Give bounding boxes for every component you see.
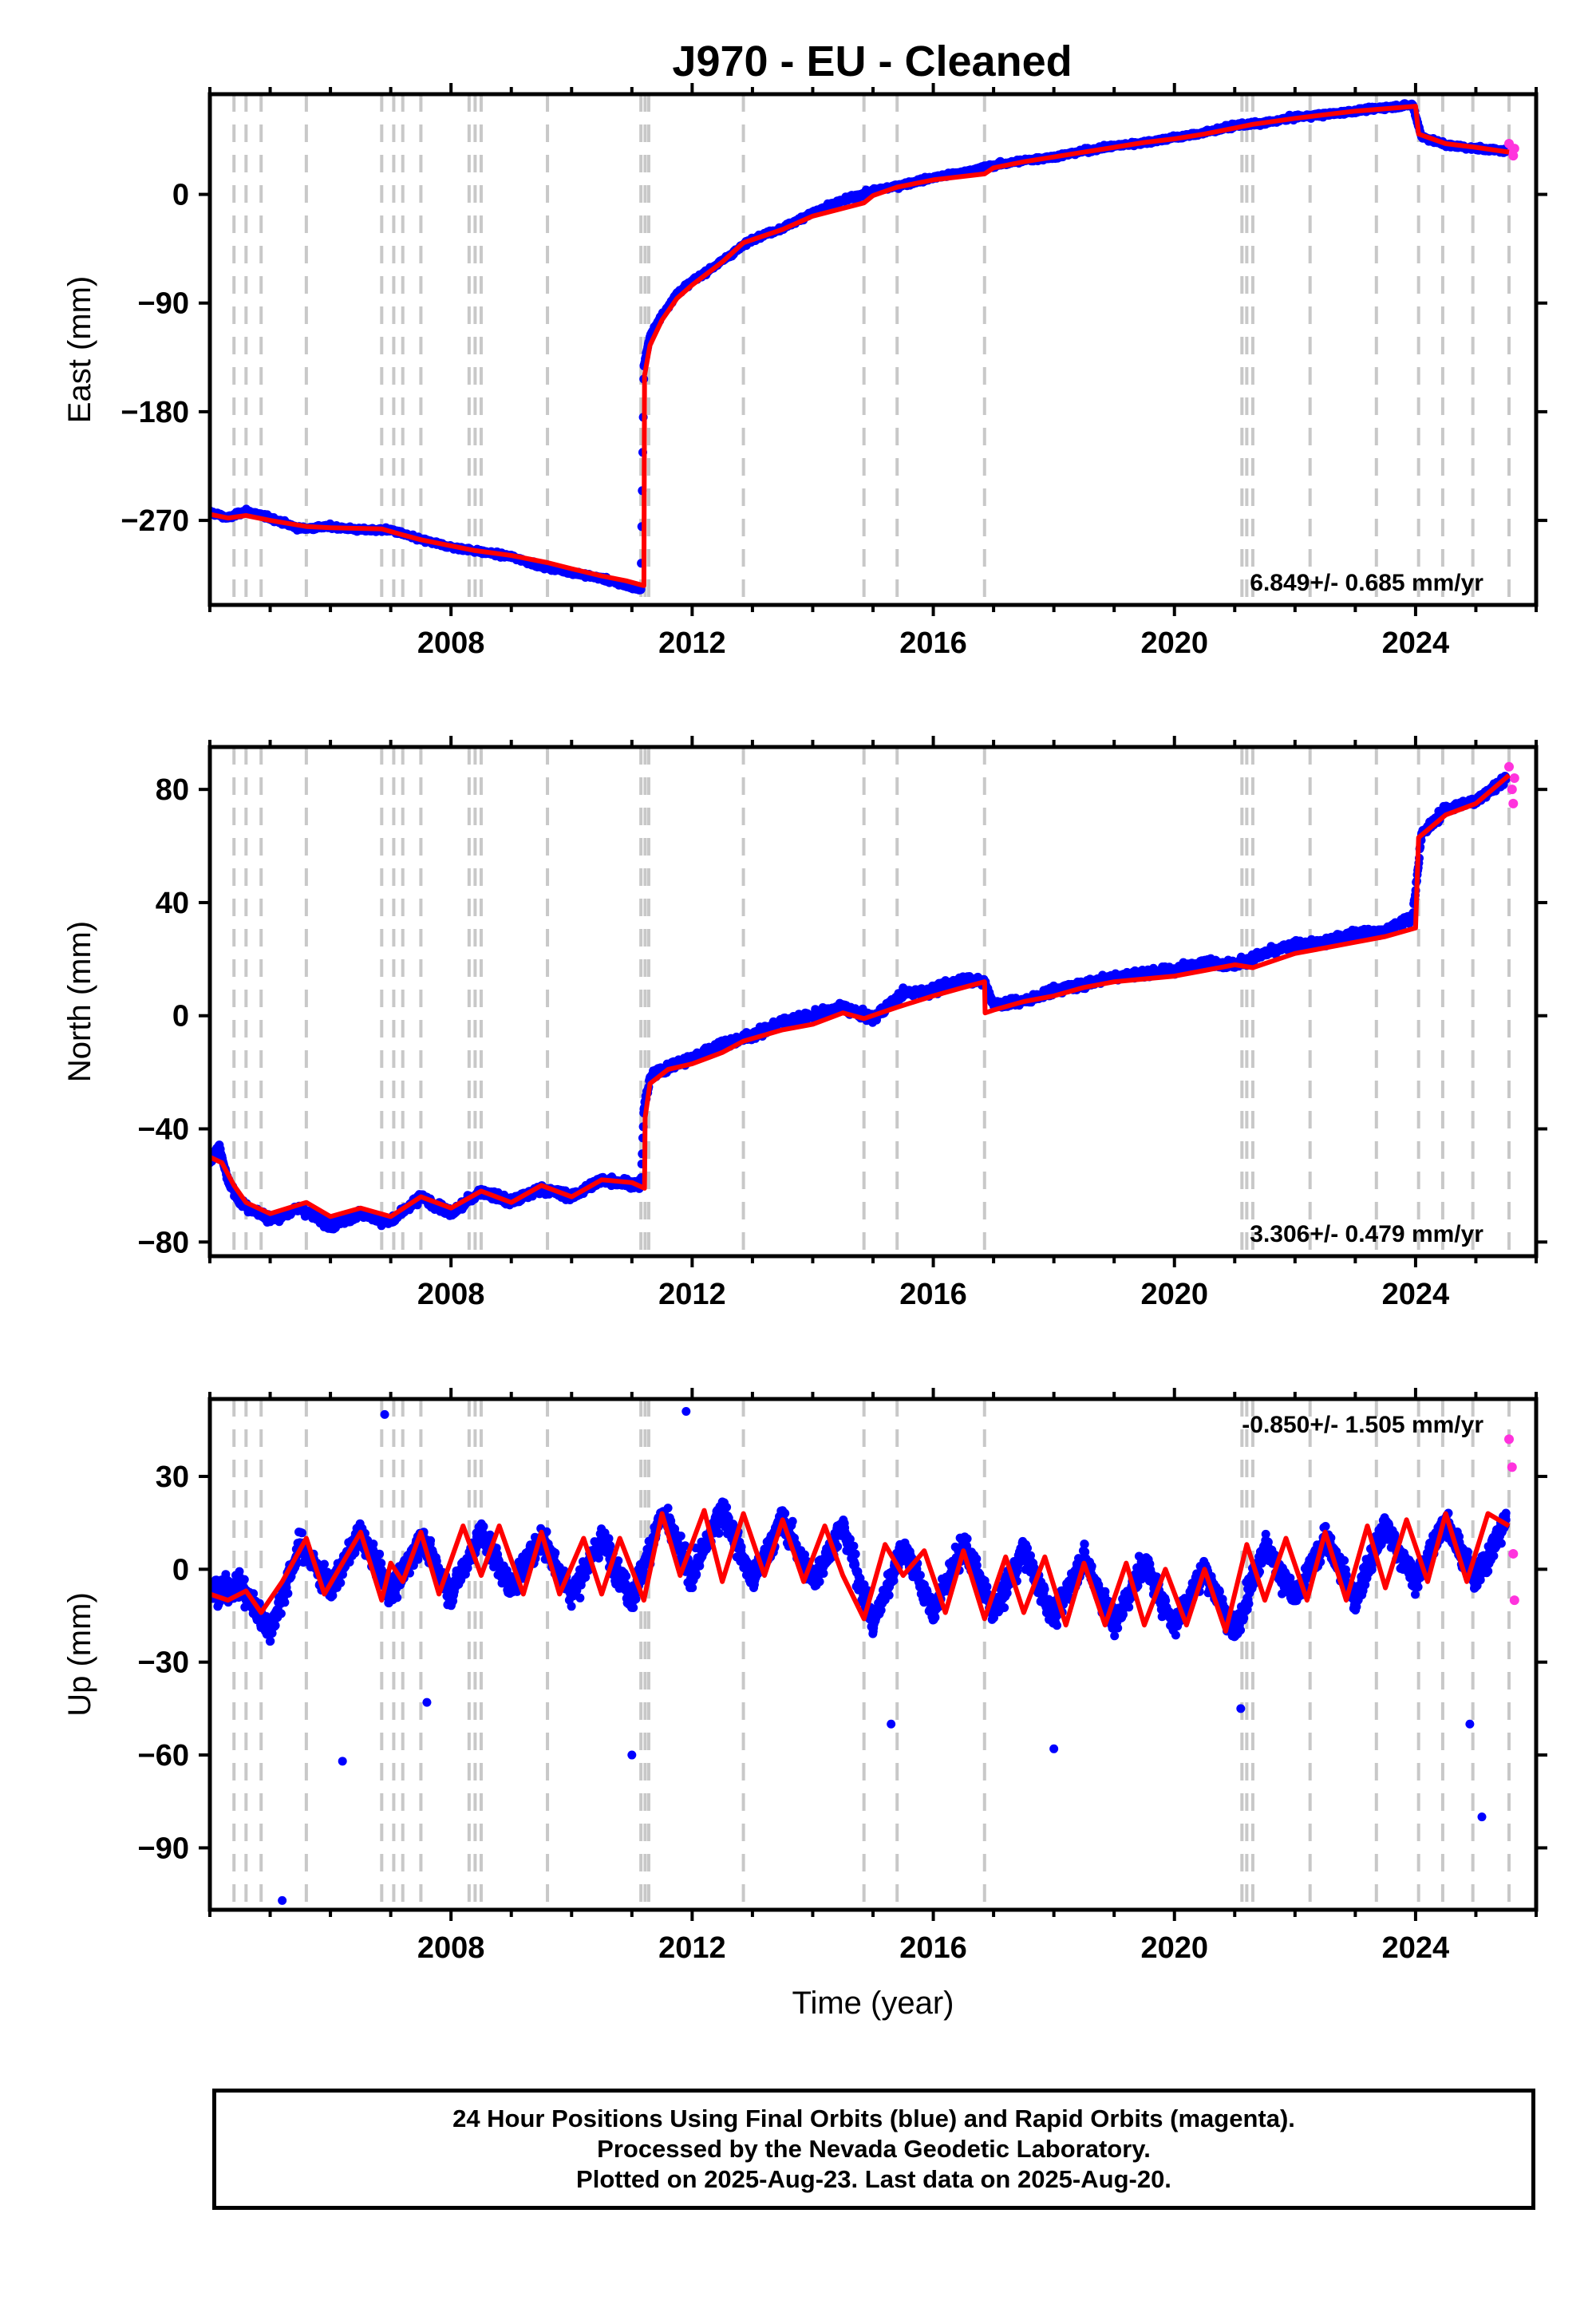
panel-east: 0 −90 −180 −270 2008 2012 2016 2020 2024 East (mm… — [62, 83, 1547, 660]
rapid-orbit-point — [1508, 151, 1519, 161]
model-line — [210, 104, 1510, 588]
chart-title: J970 - EU - Cleaned — [672, 38, 1072, 85]
final-orbit-point — [838, 196, 847, 205]
x-tick-label: 2016 — [899, 626, 967, 660]
y-tick-label: 0 — [172, 179, 189, 212]
rate-annotation: 6.849+/- 0.685 mm/yr — [1250, 570, 1483, 596]
y-tick-label: −90 — [138, 287, 189, 321]
plot-area-east — [210, 94, 1519, 605]
panel-frame — [207, 92, 1539, 607]
final-orbit-point — [241, 506, 251, 516]
panels: 0 −90 −180 −270 2008 2012 2016 2020 2024 East (mm… — [62, 83, 1547, 2021]
rapid-orbit-point — [1509, 144, 1519, 154]
plot-area-north — [210, 747, 1519, 1256]
x-tick-label: 2012 — [658, 626, 726, 660]
x-tick-label: 2008 — [417, 626, 485, 660]
x-tick-label: 2020 — [1140, 626, 1208, 660]
y-tick-label: −180 — [120, 396, 189, 429]
x-tick-label: 2024 — [1382, 626, 1450, 660]
y-tick-label: −270 — [120, 504, 189, 538]
y-axis-label: East (mm) — [62, 276, 97, 423]
